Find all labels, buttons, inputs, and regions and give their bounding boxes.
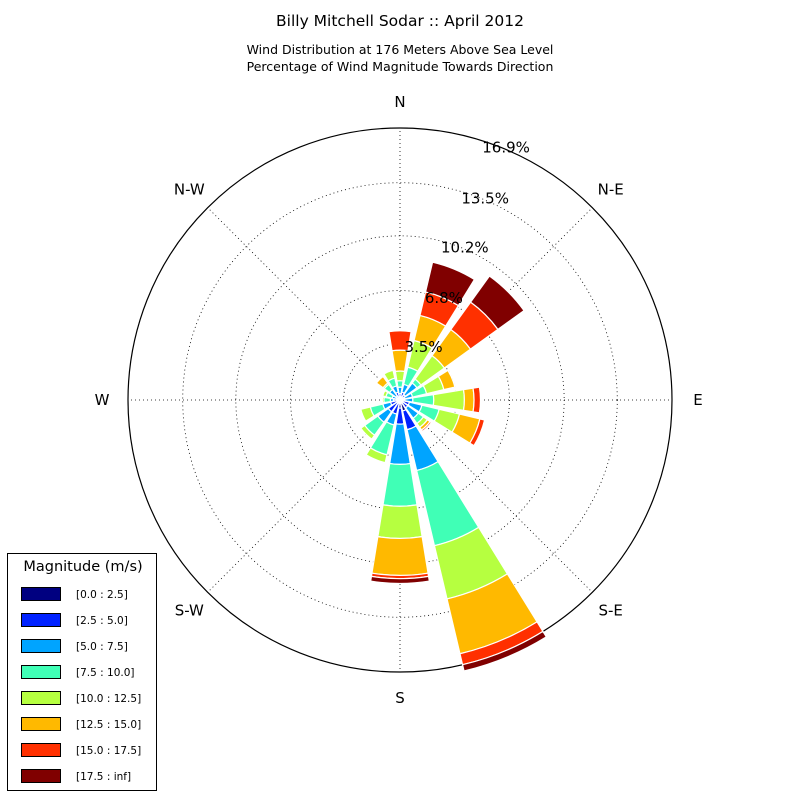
legend-label: [5.0 : 7.5] [76,641,128,653]
radial-gridline [399,399,593,593]
chart-subtitle: Wind Distribution at 176 Meters Above Se… [0,41,800,75]
wind-bar-segment [381,396,385,404]
wind-bar-segment [383,396,392,404]
direction-label: S-W [175,602,204,620]
wind-bar-segment [377,504,423,539]
legend-swatch [21,717,61,731]
legend-swatch [21,639,61,653]
subtitle-line-2: Percentage of Wind Magnitude Towards Dir… [246,59,554,74]
ring-label: 6.8% [425,289,463,307]
wind-bar-segment [383,369,396,382]
direction-label: E [693,391,702,409]
wind-bar-segment [382,462,418,507]
direction-label: W [95,391,110,409]
radial-gridline [207,399,401,593]
wind-bar-segment [360,406,375,422]
legend-label: [17.5 : inf] [76,771,132,783]
legend-label: [7.5 : 10.0] [76,667,135,679]
ring-gridline [290,290,510,510]
chart-title: Billy Mitchell Sodar :: April 2012 [276,12,524,30]
legend-swatch [21,769,61,783]
radial-gridline [207,207,401,401]
ring-label: 10.2% [441,238,489,256]
wind-bar-segment [469,418,486,447]
legend: Magnitude (m/s) [0.0 : 2.5] [2.5 : 5.0] [5… [7,553,157,791]
wind-bar-segment [388,330,412,352]
legend-swatch [21,613,61,627]
legend-label: [2.5 : 5.0] [76,615,128,627]
ring-label: 13.5% [461,189,509,207]
direction-label: N-W [174,180,205,198]
outer-ring [127,127,673,673]
polar-labels: E N-E N N-W W S-W S S-E 3.5% 6.8% 10.2% 13.5% 16.9% [95,93,703,707]
ring-label: 3.5% [405,338,443,356]
wind-bar-segment [469,275,525,331]
legend-swatch [21,743,61,757]
wind-bar-segment [396,380,404,388]
legend-title: Magnitude (m/s) [23,559,143,575]
direction-label: S-E [599,602,623,620]
wind-bar-segment [437,369,456,391]
wind-bar-segment [365,447,388,464]
wind-rose-bars [360,261,548,672]
subtitle-line-1: Wind Distribution at 176 Meters Above Se… [246,42,554,57]
legend-swatch [21,691,61,705]
direction-label: N-E [598,180,624,198]
legend-label: [12.5 : 15.0] [76,719,142,731]
wind-bar-segment [432,389,465,411]
legend-swatch [21,587,61,601]
legend-swatch [21,665,61,679]
wind-bar-segment [360,424,376,440]
legend-label: [10.0 : 12.5] [76,693,142,705]
ring-gridline [182,182,618,618]
wind-bar-segment [382,389,389,398]
wind-bar-segment [462,387,475,413]
wind-bar-segment [420,420,433,433]
direction-label: S [395,689,405,707]
wind-bar-segment [369,575,431,585]
wind-bar-segment [461,630,548,672]
ring-label: 16.9% [482,139,530,157]
wind-bar-segment [472,386,482,414]
legend-label: [0.0 : 2.5] [76,589,128,601]
wind-bar-segment [424,261,476,307]
direction-label: N [394,93,405,111]
wind-bar-segment [371,535,429,577]
wind-bar-segment [394,370,406,382]
wind-bar-segment [375,375,389,389]
legend-label: [15.0 : 17.5] [76,745,142,757]
ring-gridline [235,235,565,565]
